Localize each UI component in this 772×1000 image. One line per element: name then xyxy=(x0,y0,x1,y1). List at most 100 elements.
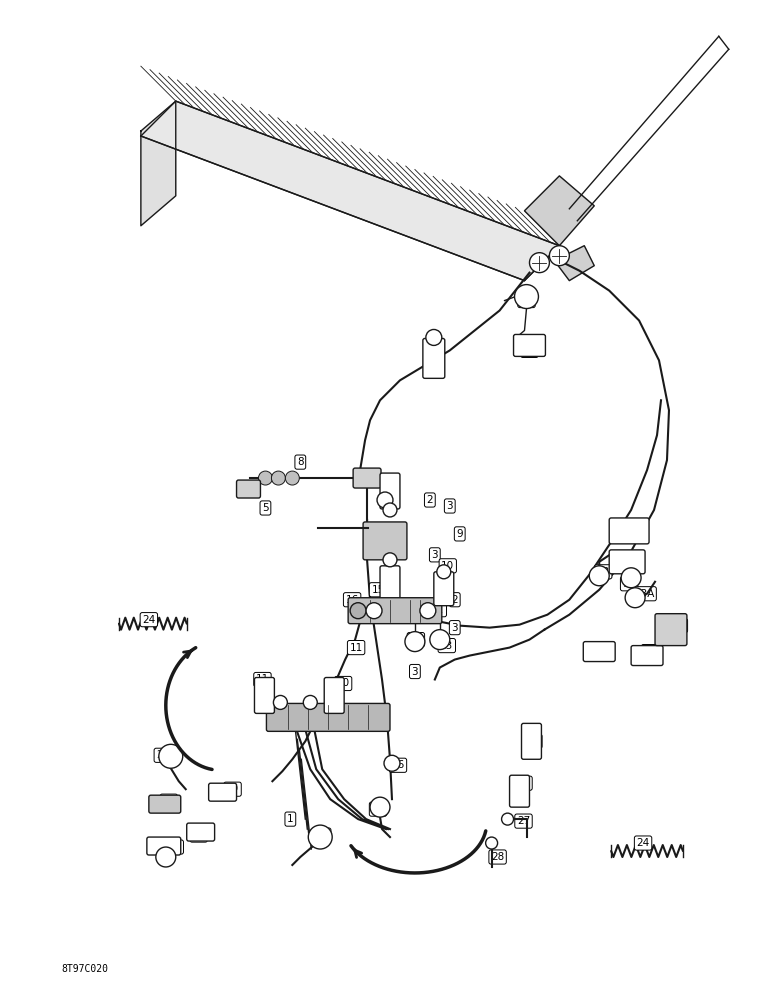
FancyBboxPatch shape xyxy=(423,338,445,378)
Text: 5: 5 xyxy=(262,503,269,513)
Text: 23: 23 xyxy=(597,567,610,577)
Circle shape xyxy=(437,565,451,579)
Text: 2: 2 xyxy=(426,495,433,505)
Text: 4: 4 xyxy=(364,475,371,485)
Text: 20: 20 xyxy=(672,621,686,631)
Text: 12: 12 xyxy=(432,605,445,615)
Circle shape xyxy=(156,847,176,867)
Text: 3: 3 xyxy=(292,714,299,724)
FancyBboxPatch shape xyxy=(266,703,390,731)
Text: 18: 18 xyxy=(162,796,175,806)
FancyBboxPatch shape xyxy=(631,646,663,666)
Text: 16: 16 xyxy=(346,595,359,605)
FancyBboxPatch shape xyxy=(187,823,215,841)
Text: 19: 19 xyxy=(226,784,239,794)
FancyBboxPatch shape xyxy=(149,795,181,813)
Text: 1: 1 xyxy=(287,814,293,824)
Circle shape xyxy=(550,246,569,266)
Text: 31: 31 xyxy=(168,842,181,852)
FancyBboxPatch shape xyxy=(655,614,687,646)
Text: 25: 25 xyxy=(156,750,169,760)
Text: 19: 19 xyxy=(622,579,636,589)
Text: 3: 3 xyxy=(327,712,334,722)
FancyBboxPatch shape xyxy=(353,468,381,488)
Circle shape xyxy=(405,632,425,652)
Circle shape xyxy=(514,285,538,309)
Polygon shape xyxy=(554,246,594,281)
Text: 30: 30 xyxy=(527,736,540,746)
Text: 29: 29 xyxy=(517,778,530,788)
Circle shape xyxy=(303,695,317,709)
Text: 3: 3 xyxy=(432,550,438,560)
Circle shape xyxy=(486,837,498,849)
FancyBboxPatch shape xyxy=(609,550,645,574)
FancyBboxPatch shape xyxy=(513,334,546,356)
Circle shape xyxy=(625,588,645,608)
Text: 19: 19 xyxy=(192,830,205,840)
Text: 24: 24 xyxy=(142,615,155,625)
FancyBboxPatch shape xyxy=(380,566,400,602)
Circle shape xyxy=(272,471,286,485)
Circle shape xyxy=(383,553,397,567)
Circle shape xyxy=(502,813,513,825)
Circle shape xyxy=(377,492,393,508)
Text: 11: 11 xyxy=(256,674,269,684)
Polygon shape xyxy=(141,101,560,281)
FancyBboxPatch shape xyxy=(348,598,442,624)
Circle shape xyxy=(286,471,300,485)
Text: 25: 25 xyxy=(371,804,384,814)
Circle shape xyxy=(350,603,366,619)
Text: 6: 6 xyxy=(384,489,391,499)
Text: 21: 21 xyxy=(643,647,657,657)
Text: 8: 8 xyxy=(297,457,303,467)
Text: 14: 14 xyxy=(409,635,422,645)
Circle shape xyxy=(621,568,641,588)
Circle shape xyxy=(308,825,332,849)
Text: 15: 15 xyxy=(371,585,384,595)
Text: 11: 11 xyxy=(350,643,363,653)
Text: 17: 17 xyxy=(316,830,329,840)
Text: 28: 28 xyxy=(491,852,504,862)
Text: 3: 3 xyxy=(452,623,458,633)
Text: 3: 3 xyxy=(411,667,418,677)
Text: 27: 27 xyxy=(517,816,530,826)
Text: 31: 31 xyxy=(622,555,636,565)
FancyBboxPatch shape xyxy=(584,642,615,662)
Text: 12: 12 xyxy=(379,605,393,615)
Circle shape xyxy=(384,755,400,771)
Circle shape xyxy=(589,566,609,586)
FancyBboxPatch shape xyxy=(147,837,181,855)
Text: 23A: 23A xyxy=(634,589,654,599)
Text: 26: 26 xyxy=(391,760,405,770)
Text: 19: 19 xyxy=(520,296,533,306)
FancyBboxPatch shape xyxy=(324,678,344,713)
Circle shape xyxy=(259,471,273,485)
Polygon shape xyxy=(524,176,594,246)
Text: 18: 18 xyxy=(523,345,536,355)
Text: 2: 2 xyxy=(452,595,458,605)
Text: 8T97C020: 8T97C020 xyxy=(61,964,108,974)
FancyBboxPatch shape xyxy=(510,775,530,807)
FancyBboxPatch shape xyxy=(380,473,400,509)
Text: 10: 10 xyxy=(442,561,455,571)
FancyBboxPatch shape xyxy=(609,518,649,544)
FancyBboxPatch shape xyxy=(255,678,274,713)
FancyBboxPatch shape xyxy=(208,783,236,801)
Text: 9: 9 xyxy=(456,529,463,539)
Circle shape xyxy=(530,253,550,273)
Circle shape xyxy=(370,797,390,817)
FancyBboxPatch shape xyxy=(522,723,541,759)
Circle shape xyxy=(430,630,450,650)
FancyBboxPatch shape xyxy=(434,572,454,606)
Text: 3: 3 xyxy=(446,501,453,511)
Circle shape xyxy=(420,603,436,619)
Text: 13: 13 xyxy=(440,641,453,651)
Polygon shape xyxy=(141,101,176,226)
Text: 10: 10 xyxy=(337,678,350,688)
Circle shape xyxy=(426,329,442,345)
FancyBboxPatch shape xyxy=(236,480,260,498)
FancyBboxPatch shape xyxy=(363,522,407,560)
Circle shape xyxy=(383,503,397,517)
Text: 22: 22 xyxy=(597,647,610,657)
Text: 24: 24 xyxy=(636,838,650,848)
